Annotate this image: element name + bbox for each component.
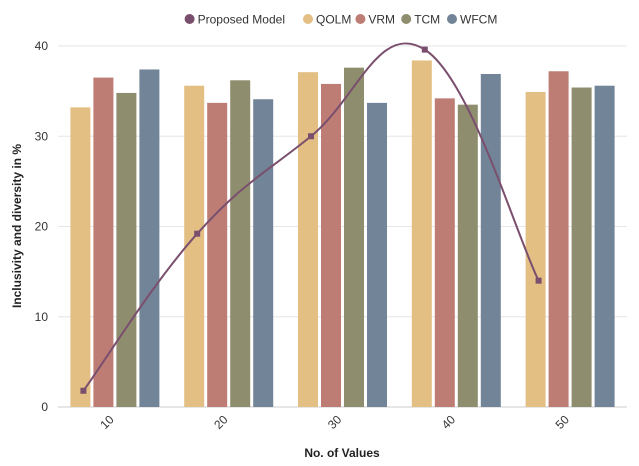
bar-vrm: [548, 71, 569, 408]
bar-wfcm: [367, 102, 387, 408]
bar-qolm: [298, 72, 318, 408]
legend-swatch: [355, 14, 366, 24]
line-path: [82, 42, 540, 392]
legend-label: TCM: [414, 13, 440, 27]
legend-swatch: [401, 14, 412, 24]
bar-tcm: [457, 104, 478, 407]
bar-qolm: [184, 85, 205, 408]
y-axis-title: Inclusivity and diversity in %: [10, 144, 24, 308]
bar-vrm: [321, 83, 341, 407]
x-tick-label: 30: [325, 412, 345, 432]
y-tick-labels: 0 10 20 30 40: [35, 39, 49, 414]
bar-vrm: [207, 102, 228, 408]
bars: [70, 60, 615, 408]
bar-vrm: [434, 98, 455, 407]
x-tick-label: 20: [211, 412, 231, 432]
line-point: [80, 387, 87, 394]
legend-label: VRM: [368, 13, 395, 27]
legend: Proposed Model QOLM VRM TCM WFCM: [184, 13, 497, 27]
y-tick-label: 20: [35, 220, 49, 234]
x-tick-label: 50: [553, 412, 573, 432]
x-axis-title: No. of Values: [304, 446, 380, 460]
legend-swatch: [303, 14, 313, 24]
bar-qolm: [525, 92, 546, 407]
legend-label: Proposed Model: [198, 13, 285, 27]
bar-qolm: [411, 60, 432, 407]
line-point: [535, 277, 542, 284]
legend-label: WFCM: [460, 13, 497, 27]
x-tick-label: 40: [439, 412, 459, 432]
y-tick-label: 10: [35, 310, 49, 324]
bar-wfcm: [480, 73, 501, 407]
legend-label: QOLM: [316, 13, 351, 27]
legend-swatch: [447, 14, 457, 24]
line-point: [308, 133, 314, 140]
line-point: [421, 46, 428, 53]
bar-wfcm: [253, 99, 274, 407]
line-point: [194, 230, 201, 237]
bar-tcm: [571, 87, 592, 407]
y-tick-label: 0: [41, 400, 48, 414]
proposed-model-line: [80, 42, 542, 394]
bar-qolm: [70, 107, 91, 408]
bar-wfcm: [139, 69, 160, 407]
bar-tcm: [230, 80, 251, 408]
bar-tcm: [344, 67, 364, 407]
bar-wfcm: [594, 85, 615, 408]
y-tick-label: 30: [35, 129, 49, 143]
x-tick-labels: 10 20 30 40 50: [97, 412, 572, 432]
bar-tcm: [116, 92, 137, 408]
bar-vrm: [93, 77, 114, 408]
x-tick-label: 10: [97, 412, 117, 432]
legend-swatch: [184, 14, 195, 24]
y-tick-label: 40: [35, 39, 49, 53]
